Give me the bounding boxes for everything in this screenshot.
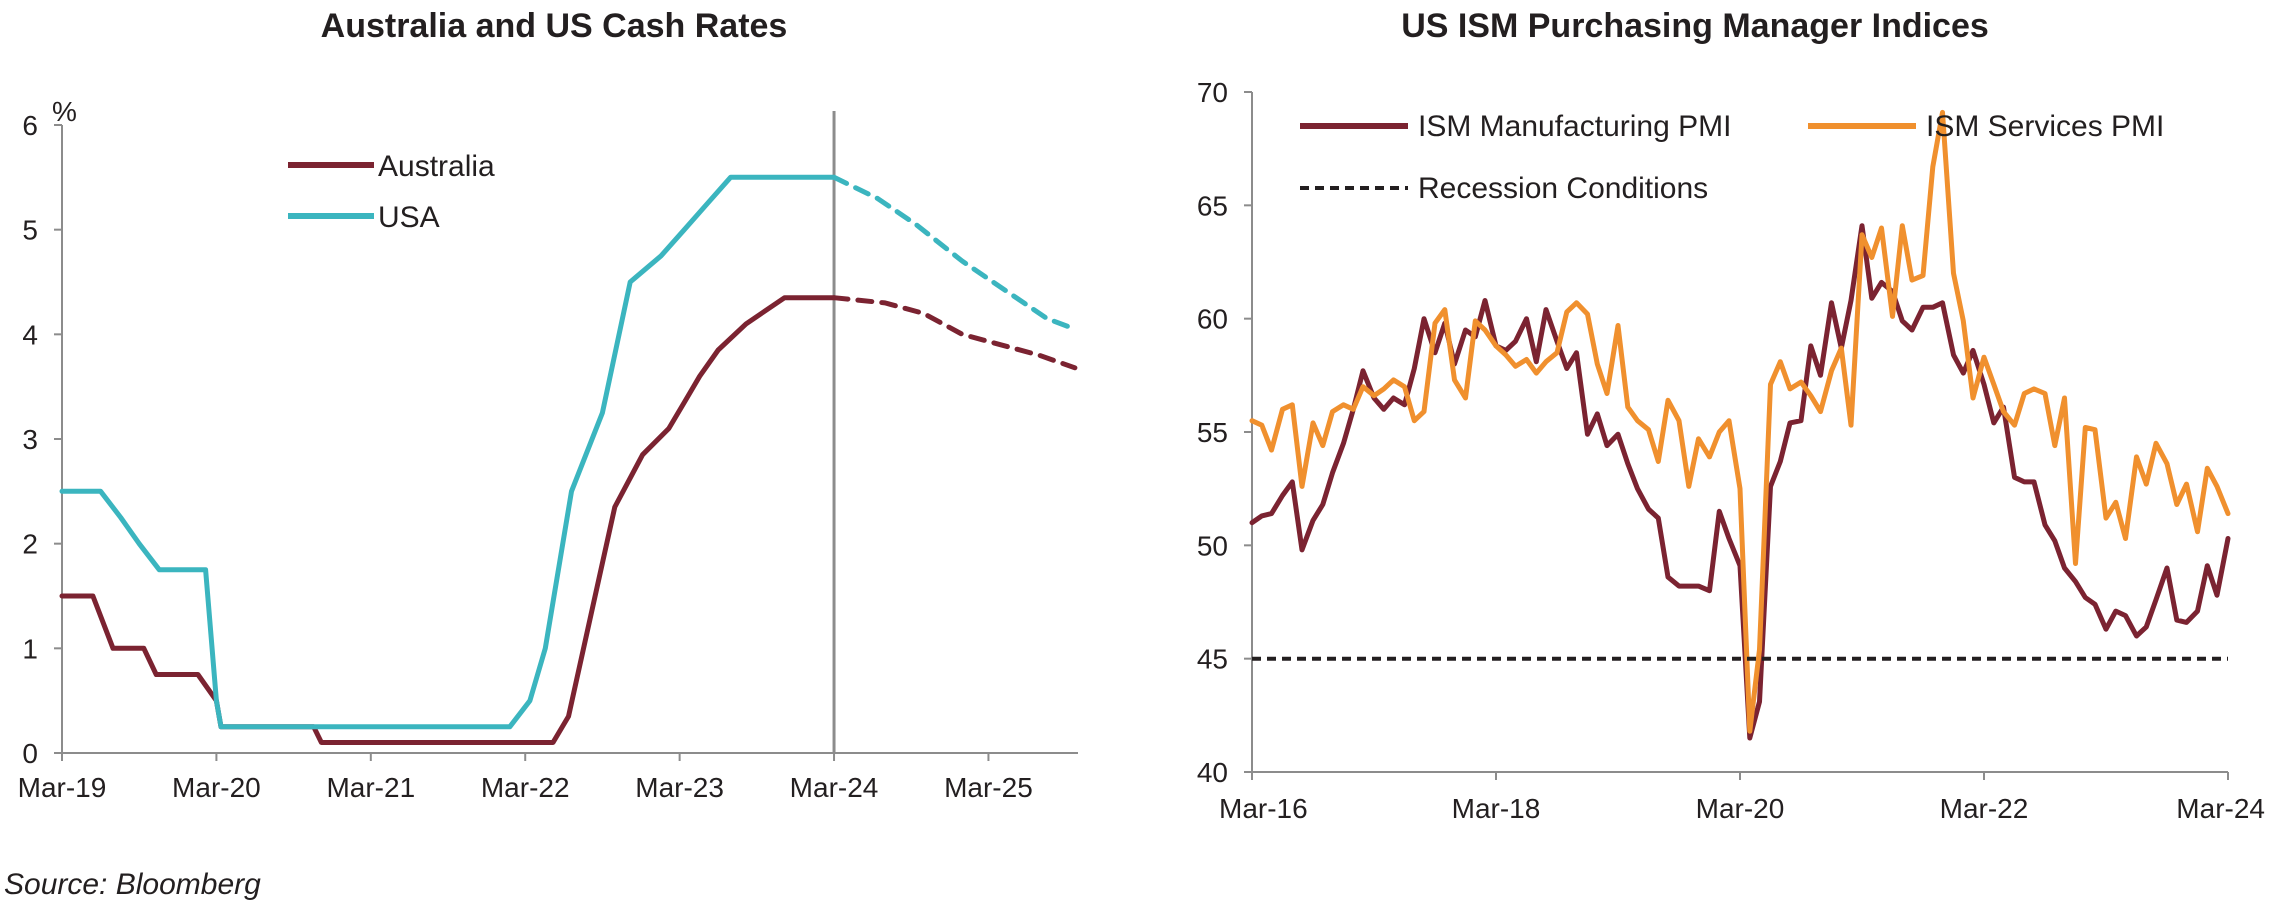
- source-note: Source: Bloomberg: [4, 868, 261, 901]
- y-tick-label: 55: [1197, 417, 1228, 448]
- legend-label-australia: Australia: [378, 150, 495, 183]
- legend-label-manufacturing: ISM Manufacturing PMI: [1418, 110, 1731, 143]
- x-tick-label: Mar-20: [1696, 793, 1785, 824]
- x-tick-label: Mar-25: [944, 772, 1033, 803]
- x-tick-label: Mar-24: [790, 772, 879, 803]
- cash-rates-legend: Australia USA: [288, 150, 495, 234]
- ism-legend: ISM Manufacturing PMI ISM Services PMI R…: [1300, 110, 2164, 205]
- y-tick-label: 40: [1197, 757, 1228, 788]
- x-tick-label: Mar-18: [1452, 793, 1541, 824]
- x-tick-label: Mar-22: [481, 772, 570, 803]
- series-line-ism-manufacturing-pmi: [1249, 223, 2231, 741]
- y-tick-label: 2: [22, 529, 38, 560]
- y-axis-unit-label: %: [52, 96, 77, 127]
- ism-series: [1249, 109, 2231, 741]
- y-tick-label: 65: [1197, 190, 1228, 221]
- legend-label-usa: USA: [378, 201, 440, 234]
- chart-title: US ISM Purchasing Manager Indices: [1401, 7, 1989, 45]
- legend-label-recession: Recession Conditions: [1418, 172, 1708, 205]
- y-tick-label: 6: [22, 110, 38, 141]
- y-tick-label: 50: [1197, 530, 1228, 561]
- cash-rates-chart: Australia and US Cash Rates % 0 1 2 3 4 5 6 Mar…: [18, 7, 1078, 803]
- series-line-usa: [59, 174, 837, 730]
- x-tick-label: Mar-24: [2176, 793, 2265, 824]
- series-line-australia-forecast: [831, 295, 1078, 371]
- x-tick-label: Mar-20: [172, 772, 261, 803]
- x-tick-label: Mar-23: [635, 772, 724, 803]
- y-tick-label: 45: [1197, 644, 1228, 675]
- series-line-ism-services-pmi: [1249, 109, 2231, 734]
- y-tick-label: 4: [22, 319, 38, 350]
- series-line-usa-forecast: [831, 174, 1078, 332]
- y-tick-label: 3: [22, 424, 38, 455]
- x-tick-label: Mar-21: [326, 772, 415, 803]
- x-tick-label: Mar-19: [18, 772, 107, 803]
- series-line-australia: [59, 295, 837, 745]
- ism-axes: 40 45 50 55 60 65 70 Mar-16 Mar-18 Mar-20 Mar-22 Ma…: [1197, 77, 2265, 824]
- cash-rates-series: [59, 174, 1078, 745]
- chart-title: Australia and US Cash Rates: [321, 7, 788, 45]
- y-tick-label: 70: [1197, 77, 1228, 108]
- legend-label-services: ISM Services PMI: [1926, 110, 2164, 143]
- ism-pmi-chart: US ISM Purchasing Manager Indices 40 45 50…: [1197, 7, 2265, 824]
- cash-rates-axes: 0 1 2 3 4 5 6 Mar-19 Mar-20 Mar-21 Mar-22 Mar-23 Mar…: [18, 110, 1078, 803]
- y-tick-label: 1: [22, 633, 38, 664]
- y-tick-label: 0: [22, 738, 38, 769]
- x-tick-label: Mar-16: [1219, 793, 1308, 824]
- y-tick-label: 60: [1197, 304, 1228, 335]
- y-tick-label: 5: [22, 215, 38, 246]
- x-tick-label: Mar-22: [1940, 793, 2029, 824]
